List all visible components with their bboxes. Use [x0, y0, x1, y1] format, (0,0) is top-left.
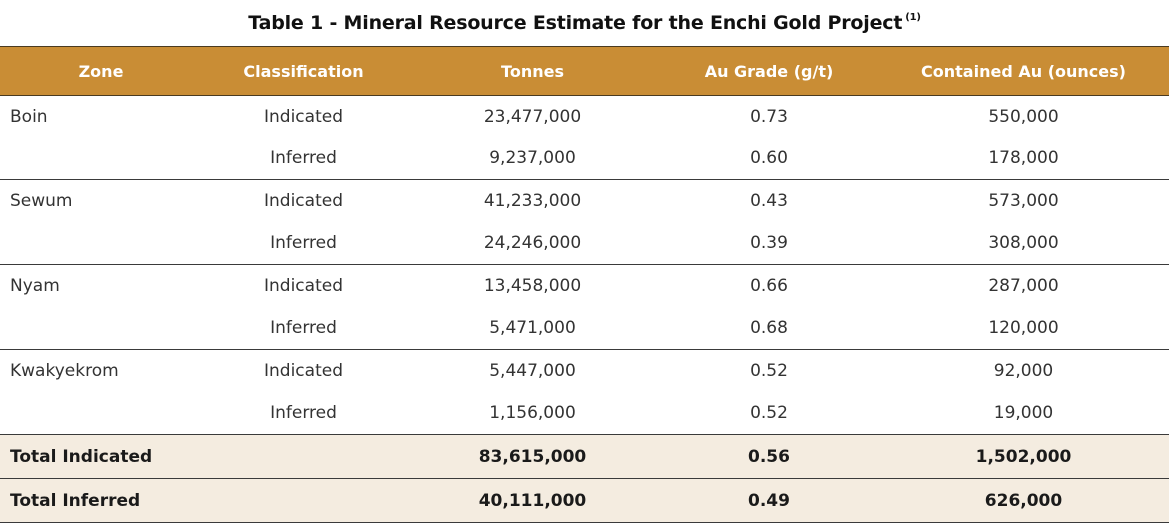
cell-classification: Indicated [264, 276, 343, 296]
cell-contained-au: 287,000 [988, 276, 1059, 296]
total-grade: 0.56 [660, 434, 878, 479]
cell-contained-au: 308,000 [878, 222, 1169, 265]
cell-grade: 0.73 [750, 106, 788, 127]
cell-contained-au: 573,000 [988, 191, 1059, 211]
table-title: Table 1 - Mineral Resource Estimate for … [0, 0, 1169, 46]
cell-tonnes: 9,237,000 [405, 137, 660, 180]
cell-grade: 0.52 [750, 403, 788, 423]
header-contained-au: Contained Au (ounces) [878, 46, 1169, 96]
cell-zone [0, 307, 202, 350]
cell-tonnes: 24,246,000 [405, 222, 660, 265]
cell-zone [0, 137, 202, 180]
total-label: Total Inferred [0, 478, 405, 523]
table-row: Inferred 9,237,000 0.60 178,000 [0, 137, 1169, 180]
cell-zone [0, 392, 202, 435]
cell-contained-au: 19,000 [993, 403, 1054, 423]
cell-grade: 0.60 [660, 137, 878, 180]
cell-tonnes: 41,233,000 [483, 191, 582, 211]
table-row: Nyam Indicated 13,458,000 0.66 287,000 [0, 265, 1169, 308]
cell-tonnes: 5,471,000 [405, 307, 660, 350]
cell-grade: 0.43 [750, 191, 788, 211]
table-row: Inferred 1,156,000 0.52 19,000 [0, 392, 1169, 435]
cell-zone: Boin [10, 106, 48, 127]
header-tonnes: Tonnes [405, 46, 660, 96]
cell-zone: Kwakyekrom [10, 361, 119, 381]
total-inferred-row: Total Inferred 40,111,000 0.49 626,000 [0, 478, 1169, 523]
total-contained-au: 626,000 [878, 478, 1169, 523]
cell-classification: Inferred [202, 222, 405, 265]
header-row: Zone Classification Tonnes Au Grade (g/t… [0, 46, 1169, 96]
cell-zone: Nyam [10, 276, 60, 296]
cell-tonnes: 1,156,000 [489, 403, 576, 423]
table-row: Inferred 24,246,000 0.39 308,000 [0, 222, 1169, 265]
total-contained-au: 1,502,000 [878, 434, 1169, 479]
header-grade: Au Grade (g/t) [660, 46, 878, 96]
cell-classification: Indicated [264, 106, 343, 127]
table-row: Kwakyekrom Indicated 5,447,000 0.52 92,0… [0, 350, 1169, 393]
table-row: Inferred 5,471,000 0.68 120,000 [0, 307, 1169, 350]
cell-grade: 0.66 [750, 276, 788, 296]
table-row: Boin Indicated 23,477,000 0.73 550,000 [0, 96, 1169, 138]
cell-grade: 0.39 [660, 222, 878, 265]
total-label: Total Indicated [0, 434, 405, 479]
cell-zone [0, 222, 202, 265]
title-footnote: (1) [905, 12, 921, 23]
table-header: Zone Classification Tonnes Au Grade (g/t… [0, 46, 1169, 96]
cell-classification: Indicated [264, 191, 343, 211]
table-row: Sewum Indicated 41,233,000 0.43 573,000 [0, 180, 1169, 223]
total-tonnes: 83,615,000 [405, 434, 660, 479]
cell-classification: Inferred [202, 137, 405, 180]
cell-zone: Sewum [10, 191, 73, 211]
cell-contained-au: 92,000 [993, 361, 1054, 381]
cell-contained-au: 178,000 [878, 137, 1169, 180]
total-indicated-row: Total Indicated 83,615,000 0.56 1,502,00… [0, 434, 1169, 479]
cell-tonnes: 23,477,000 [483, 106, 582, 127]
cell-contained-au: 120,000 [878, 307, 1169, 350]
table-title-text: Table 1 - Mineral Resource Estimate for … [248, 12, 903, 34]
table-body: Boin Indicated 23,477,000 0.73 550,000 I… [0, 96, 1169, 523]
cell-classification: Inferred [202, 307, 405, 350]
header-classification: Classification [202, 46, 405, 96]
cell-tonnes: 13,458,000 [483, 276, 582, 296]
total-tonnes: 40,111,000 [405, 478, 660, 523]
cell-contained-au: 550,000 [988, 106, 1059, 127]
cell-grade: 0.52 [750, 361, 788, 381]
cell-classification: Indicated [264, 361, 343, 381]
total-grade: 0.49 [660, 478, 878, 523]
header-zone: Zone [0, 46, 202, 96]
cell-grade: 0.68 [660, 307, 878, 350]
cell-tonnes: 5,447,000 [489, 361, 576, 381]
cell-classification: Inferred [270, 403, 337, 423]
mineral-resource-table: Zone Classification Tonnes Au Grade (g/t… [0, 46, 1169, 523]
